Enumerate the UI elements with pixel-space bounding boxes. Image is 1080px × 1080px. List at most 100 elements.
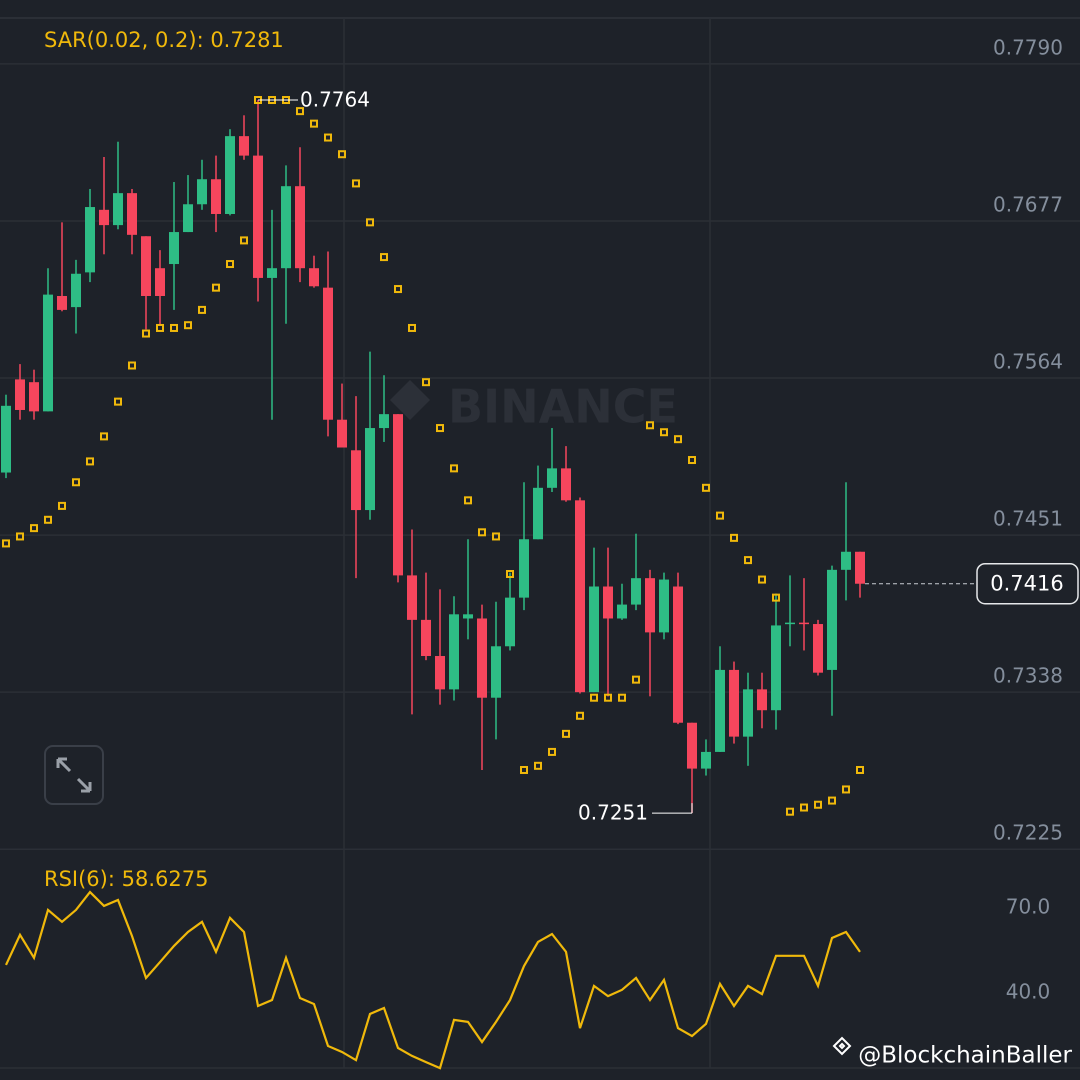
candle-body	[141, 236, 151, 296]
candle-body	[491, 646, 501, 698]
expand-box[interactable]	[44, 745, 104, 805]
y-tick-label: 70.0	[1006, 894, 1051, 918]
candle-body	[351, 450, 361, 511]
sar-dot	[842, 785, 850, 794]
sar-dot	[352, 179, 360, 188]
candle-body	[29, 382, 39, 412]
annotation-label: 0.7251	[578, 801, 648, 825]
candle-body	[575, 500, 585, 693]
candle-body	[15, 379, 25, 410]
sar-dot	[184, 321, 192, 330]
candle-body	[99, 209, 109, 226]
candle-body	[785, 622, 795, 625]
candle-body	[715, 669, 725, 752]
candle-body	[57, 296, 67, 310]
candle-body	[155, 268, 165, 296]
sar-dot	[590, 693, 598, 702]
annotation-label: 0.7764	[300, 88, 370, 112]
sar-dot	[604, 693, 612, 702]
sar-dot	[198, 305, 206, 314]
candle-body	[463, 614, 473, 619]
candle-body	[645, 578, 655, 633]
sar-dot	[828, 796, 836, 805]
candle-body	[603, 586, 613, 619]
candle-body	[561, 468, 571, 501]
candle-body	[659, 579, 669, 633]
sar-dot	[72, 478, 80, 487]
sar-dot	[492, 532, 500, 541]
candle-body	[337, 419, 347, 448]
sar-dot	[534, 761, 542, 770]
y-tick-label: 0.7564	[993, 350, 1063, 374]
last-price-box	[976, 562, 1079, 605]
watermark: BINANCE	[390, 380, 678, 434]
sar-dot	[800, 803, 808, 812]
candle-body	[379, 414, 389, 429]
candle-body	[323, 287, 333, 420]
sar-dot	[464, 496, 472, 505]
sar-dot	[310, 119, 318, 128]
sar-dot	[618, 693, 626, 702]
candle-body	[701, 751, 711, 769]
y-tick-label: 0.7677	[993, 192, 1063, 216]
sar-dot	[730, 533, 738, 542]
rsi-line	[5, 890, 861, 1070]
sar-dot	[576, 711, 584, 720]
sar-dot	[632, 675, 640, 684]
candle-body	[771, 625, 781, 711]
sar-dot	[296, 107, 304, 116]
candle-body	[799, 622, 809, 625]
sar-dot	[128, 361, 136, 370]
sar-dot	[716, 511, 724, 520]
sar-dot	[688, 456, 696, 465]
candle-body	[407, 575, 417, 620]
expand-button[interactable]	[44, 745, 104, 805]
sar-dot	[436, 424, 444, 433]
sar-dot	[324, 133, 332, 142]
sar-dot	[226, 260, 234, 269]
candle-body	[743, 689, 753, 737]
sar-dot	[44, 515, 52, 524]
sar-dot	[212, 283, 220, 292]
last-price-label: 0.7416	[990, 572, 1063, 596]
candle-body	[729, 669, 739, 737]
y-tick-label: 0.7338	[993, 664, 1063, 688]
sar-dot	[100, 432, 108, 441]
candle-body	[617, 604, 627, 619]
watermark-text: BINANCE	[448, 380, 678, 434]
candle-body	[533, 487, 543, 540]
candle-body	[309, 268, 319, 287]
sar-dot	[506, 570, 514, 578]
candle-body	[169, 232, 179, 265]
sar-dot	[366, 218, 374, 227]
credit: @BlockchainBaller	[858, 1043, 1072, 1069]
candle-body	[813, 624, 823, 673]
candle-body	[435, 656, 445, 690]
candle-body	[253, 155, 263, 278]
sar-dot	[856, 765, 864, 774]
watermark-logo	[390, 380, 430, 420]
candle-body	[211, 179, 221, 214]
candle-body	[477, 618, 487, 698]
candle-body	[519, 539, 529, 598]
sar-dot	[394, 285, 402, 294]
sar-dot	[478, 528, 486, 537]
sar-dot	[758, 575, 766, 584]
sar-dot	[338, 150, 346, 159]
candle-body	[631, 578, 641, 605]
candle-body	[673, 586, 683, 723]
candle-body	[687, 722, 697, 769]
candle-body	[1, 405, 11, 473]
candle-body	[589, 586, 599, 693]
candle-body	[547, 468, 557, 488]
sar-dot	[674, 435, 682, 444]
candle-body	[183, 204, 193, 233]
y-tick-label: 0.7451	[993, 507, 1063, 531]
y-tick-label: 0.7225	[993, 821, 1063, 845]
sar-dot	[450, 464, 458, 473]
candle-body	[85, 207, 95, 273]
y-tick-label: 40.0	[1006, 979, 1051, 1003]
candle-body	[421, 619, 431, 657]
